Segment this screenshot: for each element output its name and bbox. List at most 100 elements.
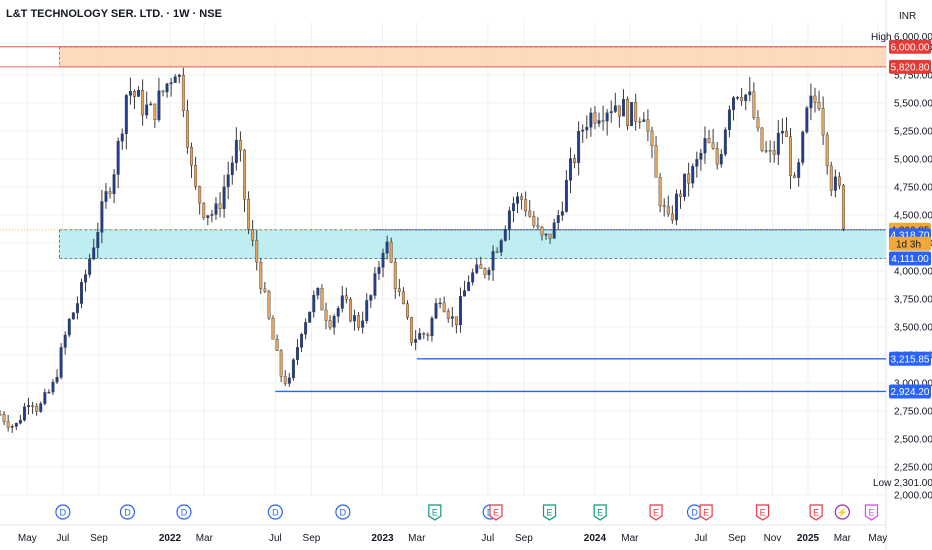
candle-up: [316, 288, 320, 296]
candle-up: [304, 322, 308, 335]
candle-up: [430, 318, 434, 337]
candle-up: [719, 154, 723, 165]
candle-up: [613, 105, 617, 112]
candle-down: [161, 90, 165, 93]
candle-up: [471, 272, 475, 283]
candle-up: [120, 133, 124, 142]
candle-up: [308, 311, 312, 323]
candle-down: [654, 145, 658, 178]
price-axis[interactable]: 2,000.00 2,250.00 2,500.00 2,750.00 3,000.00…: [894, 42, 932, 501]
candle-down: [789, 136, 792, 176]
candle-up: [210, 214, 214, 216]
candle-down: [479, 264, 483, 269]
y-tick-label: 5,250.00: [894, 126, 932, 137]
candle-up: [63, 334, 67, 348]
x-tick-label: Sep: [90, 533, 108, 544]
candle-down: [711, 142, 715, 149]
low-label: Low: [873, 478, 892, 489]
earnings-red-marker: [649, 504, 663, 521]
x-tick-label: Sep: [515, 533, 533, 544]
candle-down: [153, 103, 157, 120]
candle-up: [487, 269, 491, 275]
candle-down: [190, 147, 193, 166]
price-tag-label: 2,924.20: [891, 387, 930, 398]
earnings-red-marker: [755, 504, 770, 521]
support-zone: [59, 229, 886, 259]
y-tick-label: 4,500.00: [894, 210, 932, 221]
candle-down: [813, 95, 817, 103]
candle-down: [756, 117, 760, 129]
y-tick-label: 5,500.00: [894, 98, 932, 109]
x-tick-label: 2022: [159, 533, 182, 544]
candle-up: [744, 94, 748, 102]
candle-up: [511, 203, 515, 212]
candle-up: [10, 426, 14, 428]
x-tick-label: Jul: [56, 533, 69, 544]
candle-down: [715, 148, 719, 165]
candle-down: [279, 350, 283, 377]
candle-down: [662, 205, 666, 207]
candle-up: [674, 193, 678, 221]
y-tick-label: 3,750.00: [894, 294, 932, 305]
x-tick-label: Mar: [408, 533, 426, 544]
candle-up: [67, 318, 71, 336]
candle-up: [177, 74, 181, 77]
candle-up: [365, 300, 369, 322]
candle-up: [149, 103, 153, 106]
candle-down: [772, 150, 776, 155]
price-tag-label: 6,000.00: [891, 42, 930, 53]
candle-down: [267, 291, 271, 319]
candle-up: [581, 129, 585, 132]
candle-down: [238, 140, 242, 151]
candle-down: [764, 150, 768, 152]
candle-up: [75, 303, 79, 313]
grid-lines: [0, 0, 887, 550]
candle-down: [740, 97, 744, 102]
candle-down: [283, 376, 287, 384]
candle-up: [564, 180, 568, 212]
candle-up: [418, 333, 422, 340]
event-label: E: [868, 508, 874, 518]
candle-up: [312, 295, 316, 313]
candle-down: [426, 334, 430, 337]
candle-up: [780, 130, 784, 134]
candle-up: [104, 191, 108, 202]
candle-down: [626, 99, 629, 126]
candle-down: [357, 315, 361, 328]
candle-down: [687, 173, 691, 184]
y-tick-label: 4,000.00: [894, 266, 932, 277]
earnings-green-marker: [593, 504, 607, 521]
candle-up: [145, 104, 149, 116]
candle-down: [842, 185, 845, 230]
candle-up: [291, 359, 295, 379]
candle-down: [495, 251, 499, 253]
candle-up: [552, 222, 556, 239]
support-lines: [275, 358, 886, 393]
resistance-zone: [59, 46, 886, 67]
time-axis[interactable]: May Jul Sep 2022 Mar Jul Sep 2023 Mar Jul Sep 2024 M…: [18, 533, 887, 544]
candle-down: [658, 177, 662, 206]
candle-up: [165, 83, 169, 93]
candle-down: [31, 405, 35, 407]
candle-down: [601, 120, 605, 122]
candle-up: [748, 91, 752, 96]
candle-down: [679, 193, 682, 197]
high-value: 6,000.00: [894, 32, 932, 43]
currency-label[interactable]: INR: [899, 11, 916, 22]
candle-down: [793, 175, 797, 178]
candle-down: [108, 191, 112, 195]
price-tag: [889, 59, 931, 74]
candle-down: [247, 199, 251, 230]
price-tag-label: 4,318.70: [891, 231, 930, 242]
candle-down: [593, 112, 597, 124]
price-tag: [889, 251, 931, 266]
event-label: D: [60, 508, 67, 518]
candle-down: [768, 150, 772, 152]
candle-down: [617, 105, 621, 117]
candle-down: [255, 240, 259, 263]
candle-down: [422, 333, 426, 335]
candle-up: [438, 302, 442, 305]
countdown-tag: [889, 236, 931, 251]
low-value: 2,301.00: [894, 478, 932, 489]
